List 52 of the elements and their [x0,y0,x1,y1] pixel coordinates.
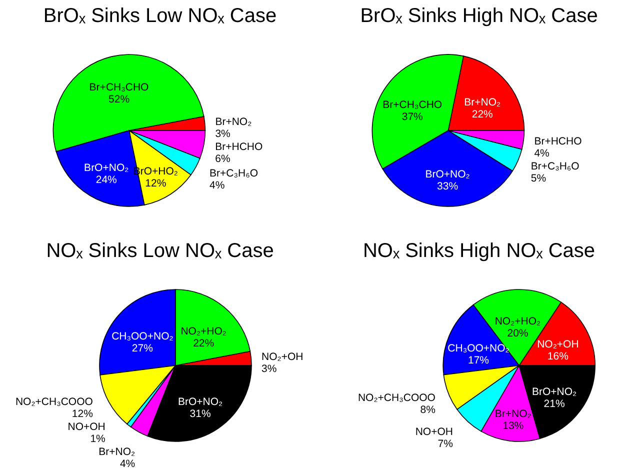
slice-label: Br+CH₃CHO [89,82,149,94]
slice-label: NO₂+CH₃COOO [358,392,436,404]
data-label: 22% [472,108,493,121]
data-label: 4% [534,148,550,160]
slice-label: NO₂+HO₂ [180,326,226,338]
slice-label: Br+C₃H₆O [530,160,580,173]
data-label: 37% [402,110,423,123]
slice-label: NO₂+HO₂ [494,315,541,328]
slice-label: NO+OH [415,426,453,438]
slice-label: Br+CH₃CHO [382,98,442,111]
data-label: 4% [120,458,136,470]
slice-label: Br+C₃H₆O [210,167,258,180]
data-label: 52% [108,94,130,106]
data-label: 21% [544,398,565,410]
slice-label: BrO+NO₂ [425,168,470,181]
data-label: 5% [530,172,546,185]
data-label: 6% [215,153,230,166]
data-label: 3% [262,363,277,376]
chart-title: BrOₓ Sinks High NOₓ Case [360,5,598,27]
slice-label: Br+NO₂ [464,96,501,109]
data-label: 1% [90,433,106,445]
data-label: 13% [502,420,524,432]
data-label: 27% [132,342,153,354]
slice-label: Br+NO₂ [98,446,136,458]
slice-label: Br+NO₂ [215,116,252,128]
slice-label: Br+HCHO [215,141,263,154]
chart-title: NOₓ Sinks Low NOₓ Case [46,240,274,262]
slice-label: NO+OH [68,421,106,433]
data-label: 3% [215,128,230,140]
slice-label: BrO+NO₂ [84,162,129,174]
data-label: 7% [438,438,453,450]
data-label: 8% [420,404,436,416]
data-label: 24% [96,174,117,186]
slice-label: CH₃OO+NO₂ [112,330,174,342]
data-label: 33% [437,180,458,193]
slice-label: Br+HCHO [534,136,582,148]
slice-label: NO₂+OH [537,338,579,351]
slice-label: Br+NO₂ [494,408,532,420]
data-label: 4% [210,179,225,192]
data-label: 17% [468,354,490,366]
slice-label: BrO+NO₂ [532,386,577,398]
slice-label: BrO+NO₂ [178,396,223,408]
data-label: 12% [145,177,166,190]
chart-title: BrOₓ Sinks Low NOₓ Case [43,5,277,27]
chart-title: NOₓ Sinks High NOₓ Case [362,240,596,262]
data-label: 16% [547,350,568,363]
data-label: 22% [193,338,214,350]
slice-label: NO₂+CH₃COOO [15,396,93,408]
data-label: 12% [72,408,93,420]
slice-label: NO₂+OH [262,351,304,364]
data-label: 31% [190,408,211,420]
data-label: 20% [507,327,528,340]
